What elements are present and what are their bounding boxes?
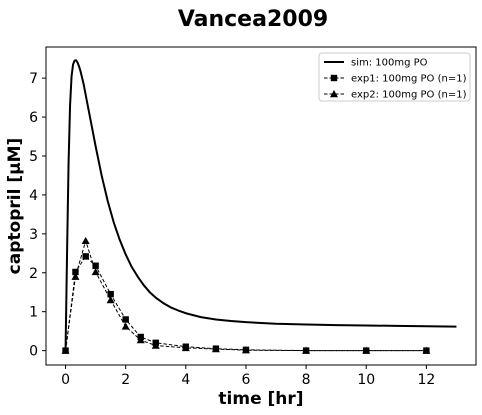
x-axis-ticks: 0 2 4 6 8 10 12 <box>61 365 435 388</box>
legend-item: exp1: 100mg PO (n=1) <box>324 74 467 85</box>
x-axis-label: time [hr] <box>218 389 303 409</box>
x-tick-label: 6 <box>242 372 251 388</box>
series-2 <box>62 253 430 354</box>
data-point <box>122 316 129 323</box>
legend-box <box>318 52 471 102</box>
data-point <box>92 262 99 269</box>
data-point <box>72 268 79 276</box>
series-3 <box>61 236 431 354</box>
y-tick-label: 6 <box>29 110 38 126</box>
data-point <box>91 267 100 276</box>
data-point <box>181 343 190 352</box>
legend-item: sim: 100mg PO <box>324 58 428 69</box>
x-tick-label: 4 <box>181 372 190 388</box>
x-tick-label: 8 <box>302 372 311 388</box>
data-point <box>151 341 160 349</box>
legend-label: exp1: 100mg PO (n=1) <box>351 74 467 85</box>
y-tick-label: 5 <box>29 149 38 165</box>
series-1 <box>64 59 457 351</box>
y-tick-label: 0 <box>29 344 38 360</box>
data-point <box>82 253 89 260</box>
y-tick-label: 2 <box>29 266 38 282</box>
data-point <box>107 290 114 298</box>
y-axis-label: captopril [µM] <box>5 138 25 275</box>
y-axis-ticks: 0 1 2 3 4 5 6 7 <box>29 71 46 360</box>
series-line <box>65 240 427 352</box>
data-point <box>106 295 115 304</box>
data-point <box>362 346 371 354</box>
plot-frame <box>45 46 477 366</box>
series-layer <box>61 59 457 354</box>
data-point <box>81 236 90 245</box>
legend: sim: 100mg PO exp1: 100mg PO (n=1) exp2: 1… <box>318 52 471 102</box>
series-line <box>65 255 427 352</box>
data-point <box>121 322 130 330</box>
legend-marker <box>330 74 338 82</box>
y-tick-label: 1 <box>29 305 38 321</box>
chart-title: Vancea2009 <box>178 7 328 32</box>
x-tick-label: 2 <box>121 372 130 388</box>
legend-label: exp2: 100mg PO (n=1) <box>351 90 467 101</box>
data-point <box>422 346 431 354</box>
data-point <box>71 272 80 280</box>
x-tick-label: 10 <box>357 372 375 388</box>
data-point <box>241 346 250 354</box>
series-line <box>64 59 457 351</box>
x-tick-label: 0 <box>61 372 70 388</box>
data-point <box>136 336 145 344</box>
data-point <box>302 346 311 354</box>
data-point <box>211 345 220 353</box>
legend-marker <box>330 90 338 98</box>
y-tick-label: 7 <box>29 71 38 87</box>
legend-label: sim: 100mg PO <box>351 58 428 69</box>
x-tick-label: 12 <box>417 372 435 388</box>
legend-item: exp2: 100mg PO (n=1) <box>324 90 467 101</box>
y-tick-label: 3 <box>29 227 38 243</box>
data-point <box>61 346 70 354</box>
y-tick-label: 4 <box>29 188 38 204</box>
